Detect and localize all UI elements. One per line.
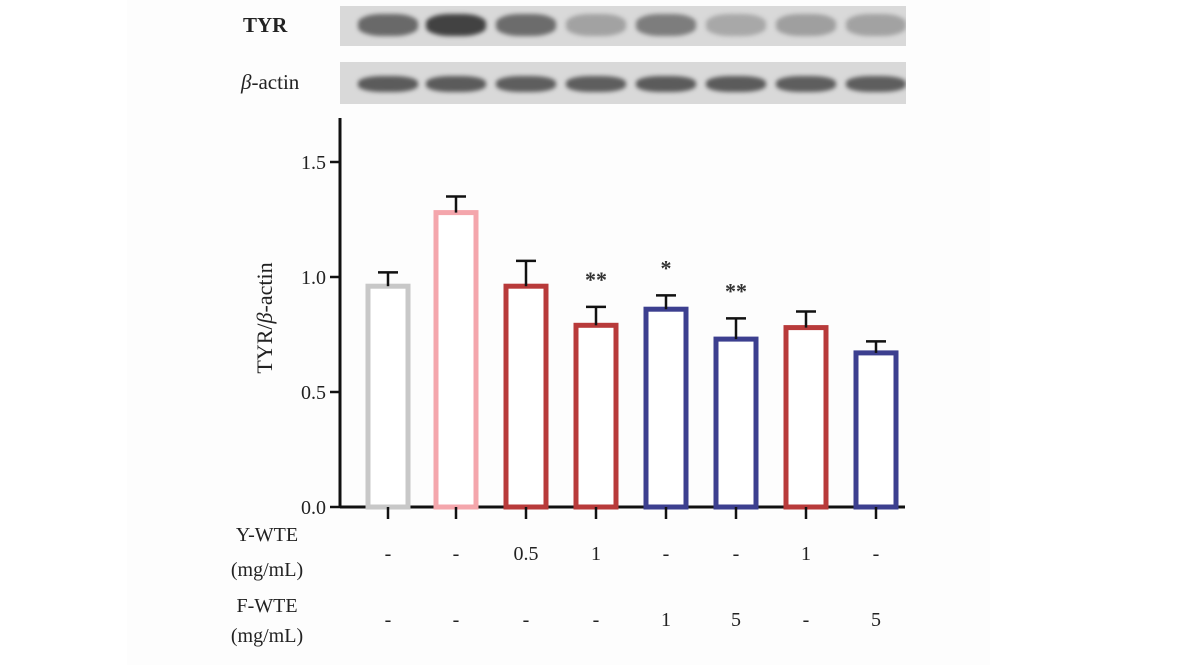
actin-band-8 [846, 76, 906, 92]
bar-2 [433, 210, 479, 510]
actin-label-rest: -actin [251, 70, 300, 94]
row-label-2: F-WTE [236, 595, 297, 617]
actin-blot-image [340, 62, 906, 104]
y-axis-label: TYR/β-actin [252, 262, 277, 373]
dose-value-r1-2: - [453, 543, 460, 565]
dose-value-r2-4: - [593, 609, 600, 631]
significance-marker-6: ** [725, 278, 747, 303]
tyr-band-5 [636, 14, 696, 36]
tyr-band-2 [426, 14, 486, 36]
actin-band-7 [776, 76, 836, 92]
dose-value-r1-6: - [733, 543, 740, 565]
dose-value-r2-2: - [453, 609, 460, 631]
y-axis-label-part: TYR/ [252, 323, 277, 374]
bar-8 [853, 350, 899, 510]
dose-value-r1-5: - [663, 543, 670, 565]
tyr-band-6 [706, 14, 766, 36]
tyr-band-4 [566, 14, 626, 36]
y-tick-label: 1.0 [301, 267, 326, 289]
y-tick-label: 0.0 [301, 497, 326, 519]
tyr-blot-image [340, 6, 906, 46]
bar-6 [713, 336, 759, 510]
y-tick-label: 0.5 [301, 382, 326, 404]
dose-value-r2-8: 5 [871, 609, 881, 631]
actin-band-6 [706, 76, 766, 92]
actin-label-beta: β [241, 70, 252, 94]
row-label-1: Y-WTE [236, 524, 298, 546]
dose-value-r1-3: 0.5 [514, 543, 539, 565]
dose-value-r2-1: - [385, 609, 392, 631]
bar-1 [365, 283, 411, 510]
y-axis-label-part: -actin [252, 262, 277, 312]
bar-3 [503, 283, 549, 510]
dose-value-r1-8: - [873, 543, 880, 565]
y-axis-label-part: β [252, 312, 277, 324]
bar-7 [783, 325, 829, 510]
dose-value-r1-1: - [385, 543, 392, 565]
dose-value-r2-5: 1 [661, 609, 671, 631]
significance-marker-4: ** [585, 267, 607, 292]
significance-marker-5: * [661, 255, 672, 280]
actin-band-5 [636, 76, 696, 92]
dose-value-r2-7: - [803, 609, 810, 631]
bar-5 [643, 306, 689, 510]
tyr-band-8 [846, 14, 906, 36]
dose-value-r1-7: 1 [801, 543, 811, 565]
actin-blot-label: β-actin [241, 70, 299, 95]
actin-band-1 [358, 76, 418, 92]
bar-4 [573, 322, 619, 510]
tyr-band-1 [358, 14, 418, 36]
y-tick-label: 1.5 [301, 152, 326, 174]
dose-value-r1-4: 1 [591, 543, 601, 565]
actin-band-3 [496, 76, 556, 92]
actin-band-2 [426, 76, 486, 92]
figure-panel [127, 0, 990, 665]
tyr-band-7 [776, 14, 836, 36]
row-unit-1: (mg/mL) [231, 559, 303, 581]
tyr-blot-label: TYR [243, 13, 288, 37]
row-unit-2: (mg/mL) [231, 625, 303, 647]
dose-value-r2-3: - [523, 609, 530, 631]
actin-band-4 [566, 76, 626, 92]
tyr-band-3 [496, 14, 556, 36]
dose-value-r2-6: 5 [731, 609, 741, 631]
